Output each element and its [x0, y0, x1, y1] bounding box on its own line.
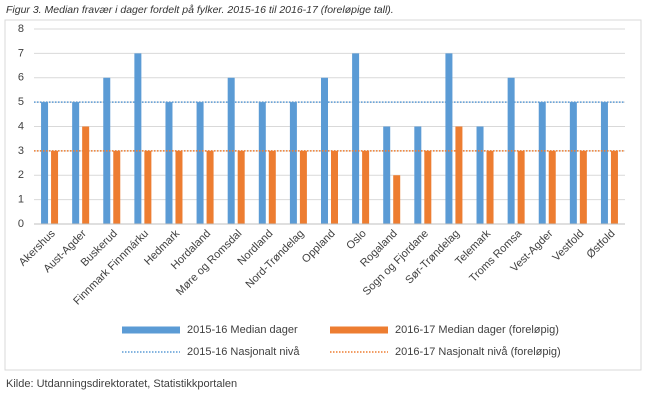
bar — [82, 126, 90, 224]
bar — [134, 53, 142, 224]
source-note: Kilde: Utdanningsdirektoratet, Statistik… — [6, 378, 237, 390]
bar — [165, 102, 173, 224]
x-tick-label: Østfold — [584, 228, 617, 261]
y-tick-label: 6 — [18, 72, 24, 84]
y-tick-label: 3 — [18, 145, 24, 157]
bar — [321, 77, 328, 224]
bar — [237, 150, 245, 224]
bar — [258, 102, 266, 224]
bar — [445, 53, 453, 224]
chart-title: Figur 3. Median fravær i dager fordelt p… — [6, 4, 394, 16]
bar — [299, 150, 307, 224]
bar — [113, 150, 121, 224]
bar — [414, 126, 422, 224]
legend-label: 2016-17 Nasjonalt nivå (foreløpig) — [395, 346, 561, 358]
bar — [476, 126, 484, 224]
bar — [538, 102, 546, 224]
bar — [569, 102, 577, 224]
bar — [206, 150, 214, 224]
bar — [175, 150, 183, 224]
x-tick-label: Oslo — [344, 228, 368, 252]
bar — [289, 102, 297, 224]
y-tick-label: 2 — [18, 169, 24, 181]
bar — [352, 53, 360, 224]
y-tick-label: 5 — [18, 96, 24, 108]
bar — [51, 150, 59, 224]
x-tick-label: Vestfold — [550, 228, 586, 264]
legend-label: 2016-17 Median dager (foreløpig) — [395, 324, 559, 336]
bar — [196, 102, 204, 224]
y-tick-label: 7 — [18, 47, 24, 59]
legend-swatch — [330, 326, 388, 334]
x-tick-label: Sør-Trøndelag — [403, 228, 462, 287]
y-tick-label: 1 — [18, 194, 24, 206]
bar — [455, 126, 463, 224]
bar — [548, 150, 556, 224]
bar — [579, 150, 587, 224]
bar — [424, 150, 432, 224]
y-tick-label: 8 — [18, 23, 24, 35]
bar — [41, 102, 49, 224]
legend-swatch — [122, 326, 180, 334]
x-tick-label: Nord-Trøndelag — [243, 228, 306, 291]
bar — [72, 102, 80, 224]
chart-frame — [4, 19, 642, 371]
bar — [362, 150, 370, 224]
bar — [517, 150, 525, 224]
legend-label: 2015-16 Median dager — [187, 324, 298, 336]
bar — [268, 150, 276, 224]
y-tick-label: 4 — [18, 120, 24, 132]
bar — [383, 126, 391, 224]
bar — [486, 150, 494, 224]
bar — [393, 175, 401, 224]
bar — [610, 150, 618, 224]
x-tick-label: Oppland — [300, 228, 338, 266]
bar — [331, 150, 338, 224]
bar — [144, 150, 152, 224]
legend-label: 2015-16 Nasjonalt nivå — [187, 346, 300, 358]
bar — [227, 77, 235, 224]
bar — [600, 102, 608, 224]
y-tick-label: 0 — [18, 218, 24, 230]
